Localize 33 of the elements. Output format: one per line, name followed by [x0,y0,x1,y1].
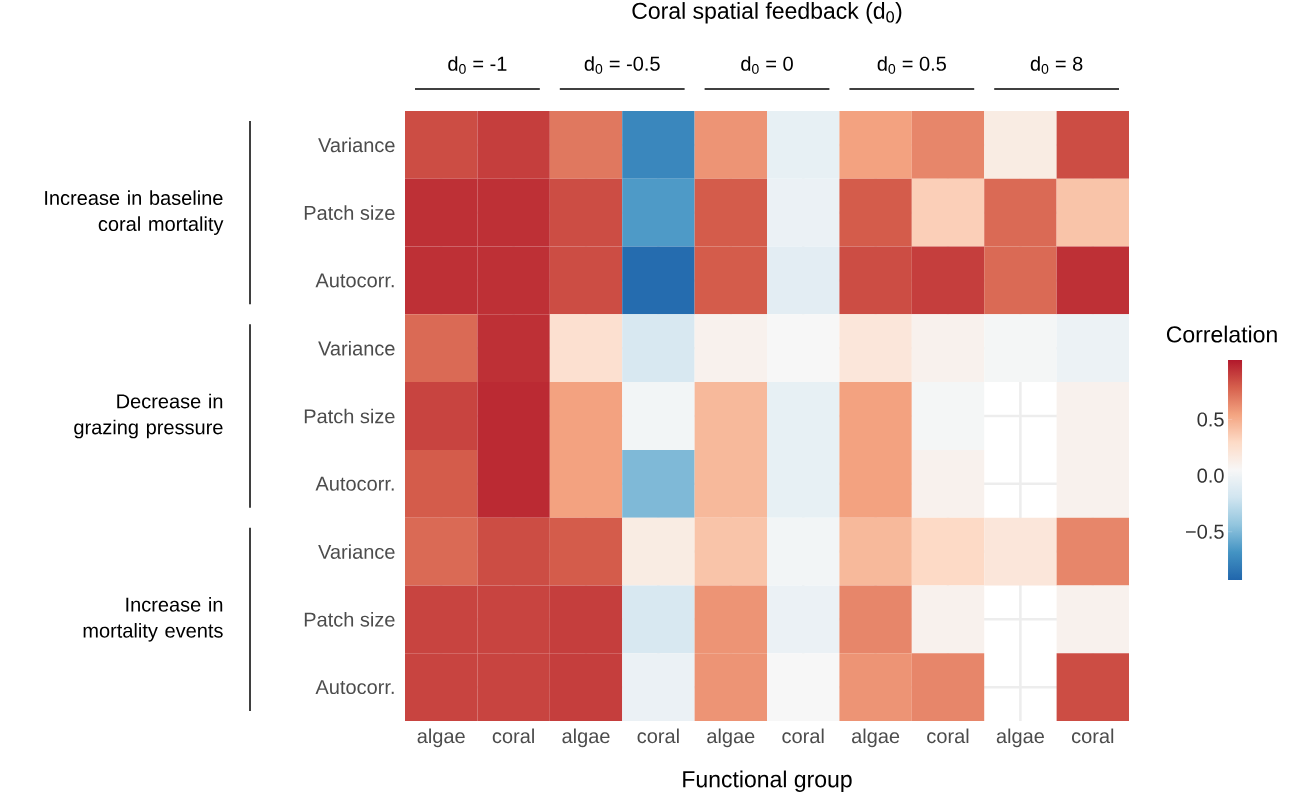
x-tick-label: algae [707,728,755,748]
x-tick-label: coral [1071,728,1114,744]
x-tick-label: coral [782,728,824,744]
chart-title: Coral spatial feedback (d$_{0}$) [632,2,902,24]
text: d$_{0}$ = -1 [448,56,507,74]
text: d$_{0}$ = 0 [741,56,793,74]
x-tick-label: algae [996,728,1044,748]
y-tick-label: Autocorr. [315,273,394,288]
y-tick-label: Variance [318,544,395,559]
color-bar-label: −0.5 [1185,524,1224,539]
y-tick-label: Patch size [304,611,395,627]
x-axis-title: Functional group [683,770,852,792]
x-tick-label: algae [417,728,465,748]
text: d$_{0}$ = 8 [1030,56,1083,74]
x-tick-label: coral [492,728,534,744]
y-tick-label: Autocorr. [315,680,394,695]
color-bar-label: 0.5 [1197,412,1224,427]
color-bar-title: Correlation [1166,325,1277,343]
y-tick-label: Variance [318,340,395,356]
x-tick-label: algae [851,728,900,748]
y-tick-label: Patch size [304,408,395,424]
text: Increase in baseline coral mortality [45,190,224,235]
color-bar-label: 0.0 [1197,468,1224,483]
x-tick-label: coral [637,728,679,744]
text: Decrease in grazing pressure [74,393,223,439]
y-tick-label: Patch size [304,205,395,221]
y-tick-label: Autocorr. [315,476,394,491]
x-tick-label: algae [562,728,610,748]
x-tick-label: coral [927,728,969,744]
y-tick-label: Variance [318,137,395,153]
text: Increase in mortality events [83,597,223,642]
text: d$_{0}$ = 0.5 [877,56,946,74]
text: d$_{0}$ = -0.5 [584,56,660,74]
